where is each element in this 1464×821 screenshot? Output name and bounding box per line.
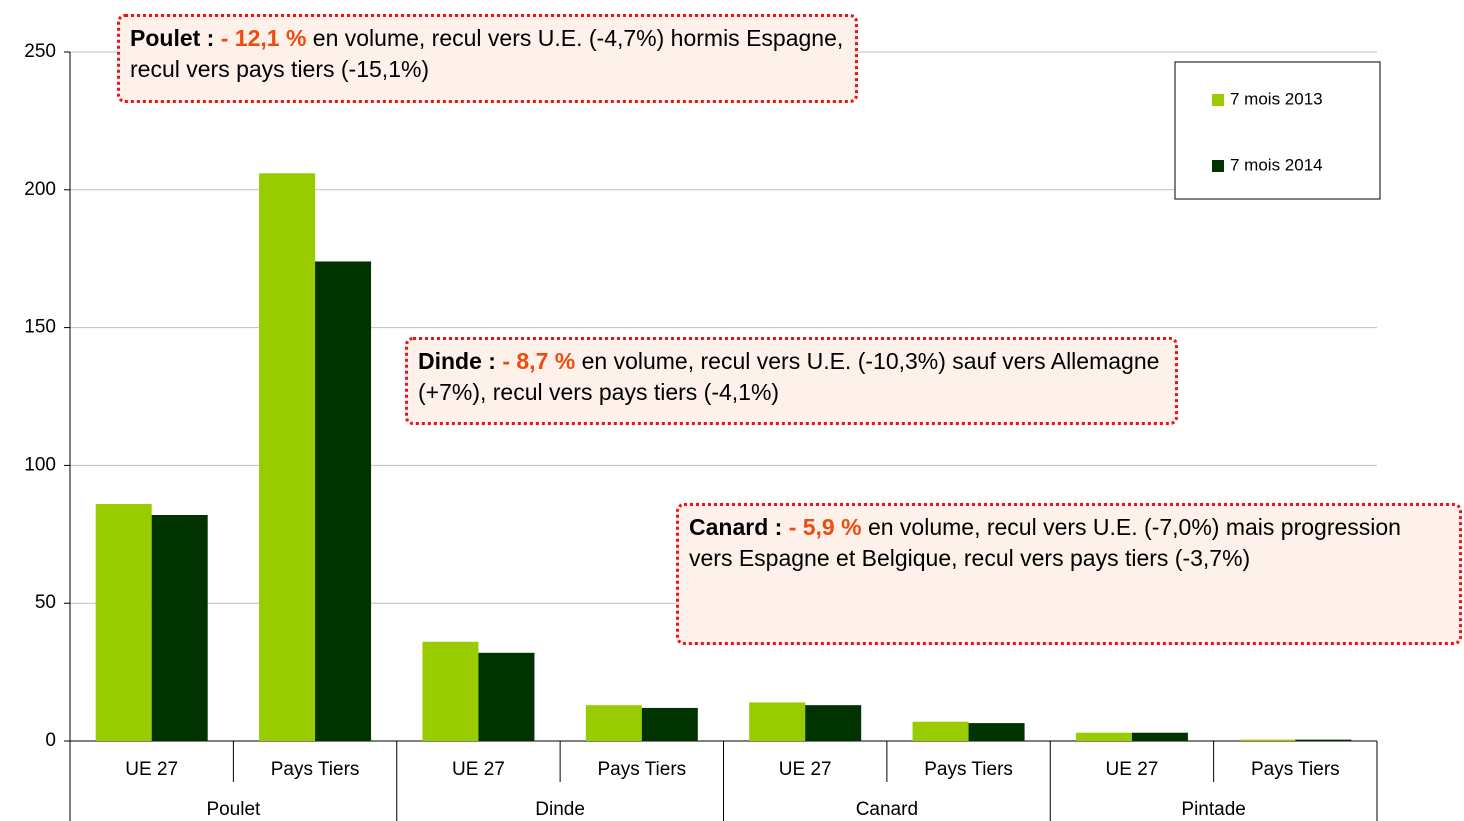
bar [478, 652, 535, 741]
bar [259, 173, 316, 741]
y-tick-label: 250 [24, 41, 56, 62]
bar [422, 641, 479, 741]
annotation-label: Poulet : [130, 25, 215, 51]
y-tick-label: 0 [45, 730, 56, 751]
x-tick-label: Pays Tiers [924, 759, 1013, 780]
bar [968, 723, 1025, 741]
annotation-change: - 12,1 % [220, 25, 307, 51]
annotation: Dinde : - 8,7 % en volume, recul vers U.… [405, 337, 1178, 425]
bar [1239, 739, 1296, 741]
y-tick-label: 50 [35, 592, 56, 613]
legend-label: 7 mois 2013 [1230, 89, 1323, 108]
x-tick-label: UE 27 [452, 759, 505, 780]
group-label: Pintade [1181, 799, 1245, 820]
annotation-change: - 5,9 % [788, 514, 862, 540]
annotation-text: en volume, recul vers U.E. (-7,0%) mais … [689, 514, 1401, 571]
legend-swatch [1212, 94, 1224, 106]
legend-box [1174, 61, 1381, 200]
annotation-label: Dinde : [418, 348, 496, 374]
y-tick-label: 200 [24, 179, 56, 200]
bar [641, 707, 698, 741]
annotation-text: en volume, recul vers U.E. (-4,7%) hormi… [130, 25, 844, 82]
x-tick-label: Pays Tiers [271, 759, 360, 780]
bar [585, 705, 642, 741]
bar [1075, 732, 1132, 741]
y-tick-label: 150 [24, 317, 56, 338]
x-tick-label: Pays Tiers [597, 759, 686, 780]
bar [749, 702, 806, 741]
group-label: Dinde [535, 799, 585, 820]
bar [805, 705, 862, 741]
annotation-label: Canard : [689, 514, 783, 540]
bar [315, 261, 372, 741]
legend-label: 7 mois 2014 [1230, 155, 1323, 174]
annotation: Canard : - 5,9 % en volume, recul vers U… [676, 503, 1462, 645]
bar [151, 515, 208, 741]
x-tick-label: UE 27 [779, 759, 832, 780]
bar [95, 503, 152, 741]
x-tick-label: UE 27 [125, 759, 178, 780]
y-tick-label: 100 [24, 454, 56, 475]
group-label: Poulet [206, 799, 261, 820]
x-tick-label: UE 27 [1106, 759, 1159, 780]
x-tick-label: Pays Tiers [1251, 759, 1340, 780]
annotation-text: en volume, recul vers U.E. (-10,3%) sauf… [418, 348, 1160, 405]
group-label: Canard [856, 799, 918, 820]
bar [1295, 739, 1352, 741]
bar [1131, 732, 1188, 741]
legend-swatch [1212, 160, 1224, 172]
annotation: Poulet : - 12,1 % en volume, recul vers … [117, 14, 858, 103]
bar [912, 721, 969, 741]
annotation-change: - 8,7 % [502, 348, 576, 374]
